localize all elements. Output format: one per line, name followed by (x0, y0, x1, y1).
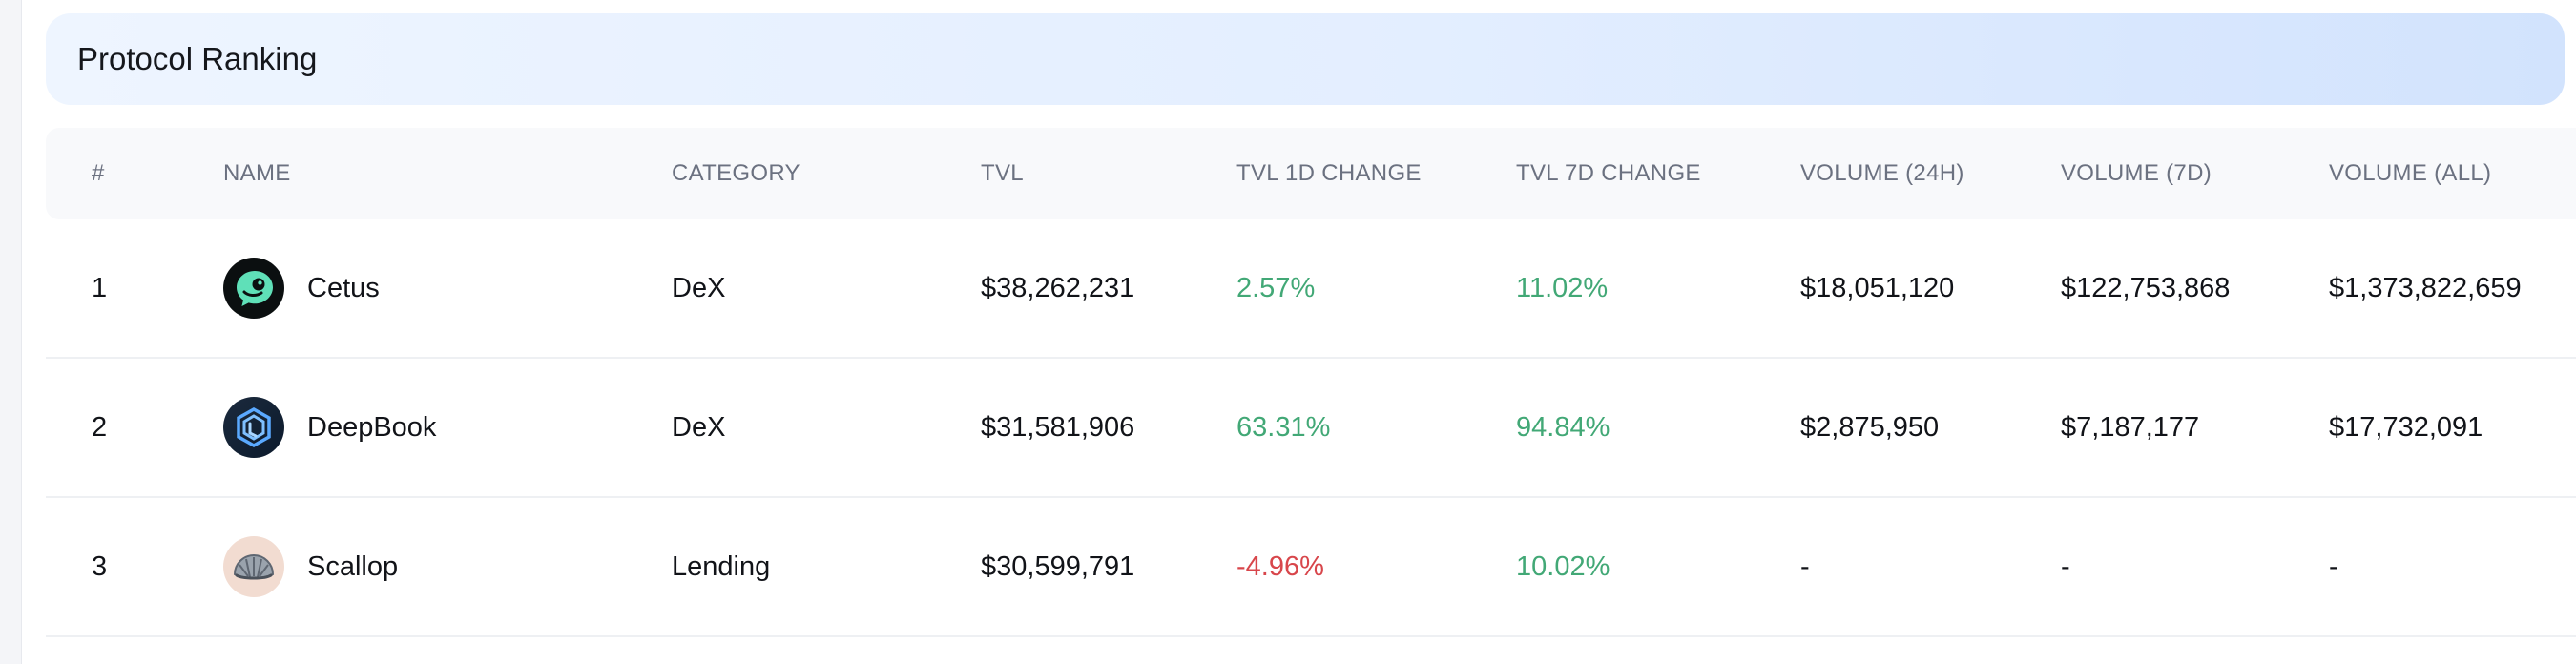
protocol-ranking-table: # NAME CATEGORY TVL TVL 1D CHANGE TVL 7D… (46, 128, 2576, 637)
column-header-rank[interactable]: # (92, 160, 105, 186)
column-header-name[interactable]: NAME (223, 160, 291, 186)
volume-24h-cell: - (1800, 551, 1810, 582)
cetus-logo-icon (223, 258, 284, 319)
rank-cell: 2 (92, 412, 108, 443)
tvl-7d-change-cell: 11.02% (1516, 273, 1609, 303)
category-cell: DeX (672, 412, 726, 443)
table-header: # NAME CATEGORY TVL TVL 1D CHANGE TVL 7D… (46, 128, 2576, 219)
protocol-name-cell[interactable]: Scallop (223, 498, 398, 635)
protocol-name-cell[interactable]: DeepBook (223, 359, 436, 496)
protocol-name: DeepBook (307, 411, 437, 443)
protocol-name: Scallop (307, 550, 399, 582)
rank-cell: 3 (92, 551, 108, 582)
scallop-logo-icon (223, 536, 284, 597)
column-header-tvl-7d-change[interactable]: TVL 7D CHANGE (1516, 160, 1701, 186)
volume-24h-cell: $18,051,120 (1800, 273, 1955, 303)
deepbook-logo-icon (223, 397, 284, 458)
column-header-volume-7d[interactable]: VOLUME (7D) (2061, 160, 2212, 186)
column-header-category[interactable]: CATEGORY (672, 160, 800, 186)
volume-24h-cell: $2,875,950 (1800, 412, 1940, 443)
tvl-1d-change-cell: -4.96% (1236, 551, 1324, 582)
tvl-cell: $38,262,231 (981, 273, 1135, 303)
tvl-cell: $30,599,791 (981, 551, 1135, 582)
volume-all-cell: $1,373,822,659 (2329, 273, 2522, 303)
protocol-name: Cetus (307, 272, 380, 303)
column-header-tvl-1d-change[interactable]: TVL 1D CHANGE (1236, 160, 1422, 186)
table-row[interactable]: 3 Scallop Lending $30,599,791 -4.96% 10.… (46, 498, 2576, 637)
volume-7d-cell: $7,187,177 (2061, 412, 2200, 443)
volume-all-cell: - (2329, 551, 2338, 582)
tvl-7d-change-cell: 10.02% (1516, 551, 1610, 582)
volume-7d-cell: - (2061, 551, 2070, 582)
column-header-volume-all[interactable]: VOLUME (ALL) (2329, 160, 2492, 186)
tvl-1d-change-cell: 63.31% (1236, 412, 1331, 443)
table-row[interactable]: 1 Cetus DeX $38,262,231 2.57% 11.02% $18… (46, 219, 2576, 359)
section-header: Protocol Ranking (46, 13, 2565, 105)
tvl-1d-change-cell: 2.57% (1236, 273, 1316, 303)
table-row[interactable]: 2 DeepBook DeX $31,581,906 63.31% 94.84%… (46, 359, 2576, 498)
protocol-name-cell[interactable]: Cetus (223, 219, 380, 357)
section-title: Protocol Ranking (77, 41, 318, 76)
volume-7d-cell: $122,753,868 (2061, 273, 2231, 303)
column-header-volume-24h[interactable]: VOLUME (24H) (1800, 160, 1964, 186)
tvl-7d-change-cell: 94.84% (1516, 412, 1610, 443)
rank-cell: 1 (92, 273, 108, 303)
volume-all-cell: $17,732,091 (2329, 412, 2483, 443)
category-cell: DeX (672, 273, 726, 303)
category-cell: Lending (672, 551, 771, 582)
left-sidebar-edge (0, 0, 22, 664)
column-header-tvl[interactable]: TVL (981, 160, 1024, 186)
tvl-cell: $31,581,906 (981, 412, 1135, 443)
